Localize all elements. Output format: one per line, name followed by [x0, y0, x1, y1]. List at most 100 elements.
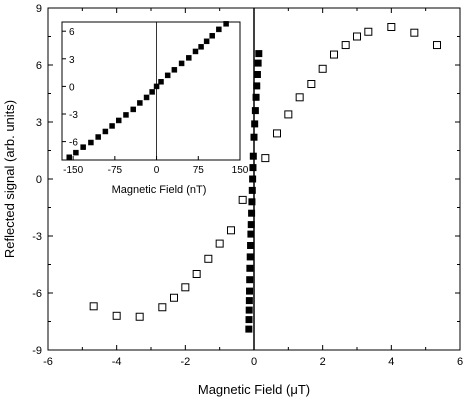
main-data-point	[253, 82, 261, 90]
main-x-tick-label: -6	[43, 356, 53, 368]
main-data-point	[261, 154, 270, 163]
inset-data-point	[130, 106, 136, 113]
inset-x-tick-label: 0	[154, 165, 160, 176]
inset-x-tick-label: -150	[63, 165, 83, 176]
inset-y-tick-label: -3	[69, 110, 78, 121]
main-data-point	[284, 110, 293, 119]
inset-y-tick-label: 3	[69, 55, 75, 66]
inset-data-point	[216, 26, 222, 33]
inset-data-point	[171, 67, 178, 73]
main-y-axis-label: Reflected signal (arb. units)	[2, 100, 17, 258]
main-data-point	[250, 133, 258, 141]
inset-plot: -150 -75 0 75 150 -6 -3 0 3 6 Magnetic Field (nT)	[61, 21, 249, 196]
main-data-point	[307, 80, 316, 88]
main-data-point	[249, 152, 257, 160]
inset-data-point	[66, 154, 72, 160]
inset-frame	[61, 21, 241, 161]
main-data-point	[249, 164, 257, 172]
main-series-open-squares	[89, 23, 441, 321]
main-data-point	[254, 59, 262, 67]
main-x-tick-label: 4	[388, 356, 394, 368]
main-data-point	[248, 198, 256, 206]
inset-x-tick-label: 150	[232, 165, 249, 176]
main-data-point	[273, 129, 282, 138]
main-data-point	[246, 264, 254, 272]
inset-data-point	[102, 128, 109, 135]
inset-data-point	[223, 21, 229, 27]
main-x-tick-label: -2	[180, 356, 190, 368]
main-data-point	[410, 28, 419, 37]
inset-y-tick-label: 6	[69, 27, 75, 38]
main-series-filled-squares	[245, 50, 263, 333]
main-data-point	[215, 239, 224, 248]
main-data-point	[318, 64, 327, 73]
inset-data-point	[88, 139, 94, 146]
inset-y-tick-label: -6	[69, 138, 78, 149]
main-data-point	[432, 41, 441, 50]
main-data-point	[247, 230, 255, 238]
inset-series-filled-squares	[66, 21, 229, 160]
inset-data-point	[143, 94, 150, 101]
main-data-point	[295, 93, 304, 102]
inset-data-point	[153, 83, 160, 90]
main-y-tick-label: 9	[36, 3, 42, 15]
main-data-point	[245, 297, 253, 305]
main-y-tick-label: -3	[32, 231, 42, 243]
main-data-point	[248, 209, 256, 217]
main-data-point	[247, 242, 255, 249]
inset-data-point	[158, 79, 164, 85]
main-y-tick-label: -9	[32, 345, 42, 357]
main-data-point	[387, 23, 396, 31]
inset-data-point	[80, 144, 86, 150]
main-data-point	[245, 306, 253, 314]
main-data-point	[245, 325, 253, 333]
main-data-point	[192, 270, 201, 278]
main-data-point	[89, 302, 98, 311]
main-data-point	[353, 32, 361, 41]
main-data-point	[112, 311, 121, 320]
main-data-point	[170, 293, 179, 302]
main-data-point	[245, 316, 253, 324]
main-data-point	[204, 254, 213, 263]
inset-x-axis-label: Magnetic Field (nT)	[112, 184, 207, 196]
main-x-tick-label: 0	[251, 356, 257, 368]
inset-y-tick-label: 0	[69, 82, 75, 93]
main-data-point	[246, 287, 254, 295]
main-data-point	[252, 93, 260, 101]
main-data-point	[253, 71, 261, 78]
inset-data-point	[109, 123, 115, 129]
inset-data-point	[73, 149, 79, 156]
main-data-point	[251, 120, 259, 128]
main-data-point	[226, 226, 235, 235]
main-x-axis-label: Magnetic Field (μT)	[198, 382, 310, 397]
main-data-point	[248, 186, 256, 194]
inset-data-point	[192, 48, 199, 55]
main-data-point	[246, 276, 254, 284]
inset-data-point	[149, 89, 155, 95]
main-y-tick-label: -6	[32, 288, 42, 300]
main-data-point	[249, 175, 257, 183]
inset-data-point	[115, 117, 122, 124]
main-data-point	[247, 221, 255, 229]
inset-data-point	[178, 60, 185, 67]
main-data-point	[251, 107, 259, 115]
inset-data-point	[209, 33, 215, 39]
main-data-point	[158, 303, 167, 312]
main-data-point	[329, 50, 338, 59]
inset-x-tick-label: -75	[108, 165, 123, 176]
main-x-tick-label: 6	[457, 356, 463, 368]
main-x-tick-label: 2	[320, 356, 326, 368]
inset-data-point	[137, 100, 143, 106]
main-data-point	[246, 253, 254, 261]
main-y-tick-label: 3	[36, 117, 42, 129]
main-data-point	[181, 283, 190, 292]
inset-data-point	[198, 44, 204, 50]
inset-x-tick-label: 75	[193, 165, 205, 176]
main-data-point	[238, 195, 247, 204]
main-data-point	[135, 312, 144, 321]
main-x-tick-label: -4	[112, 356, 122, 368]
inset-data-point	[95, 134, 101, 140]
inset-data-point	[203, 38, 210, 45]
